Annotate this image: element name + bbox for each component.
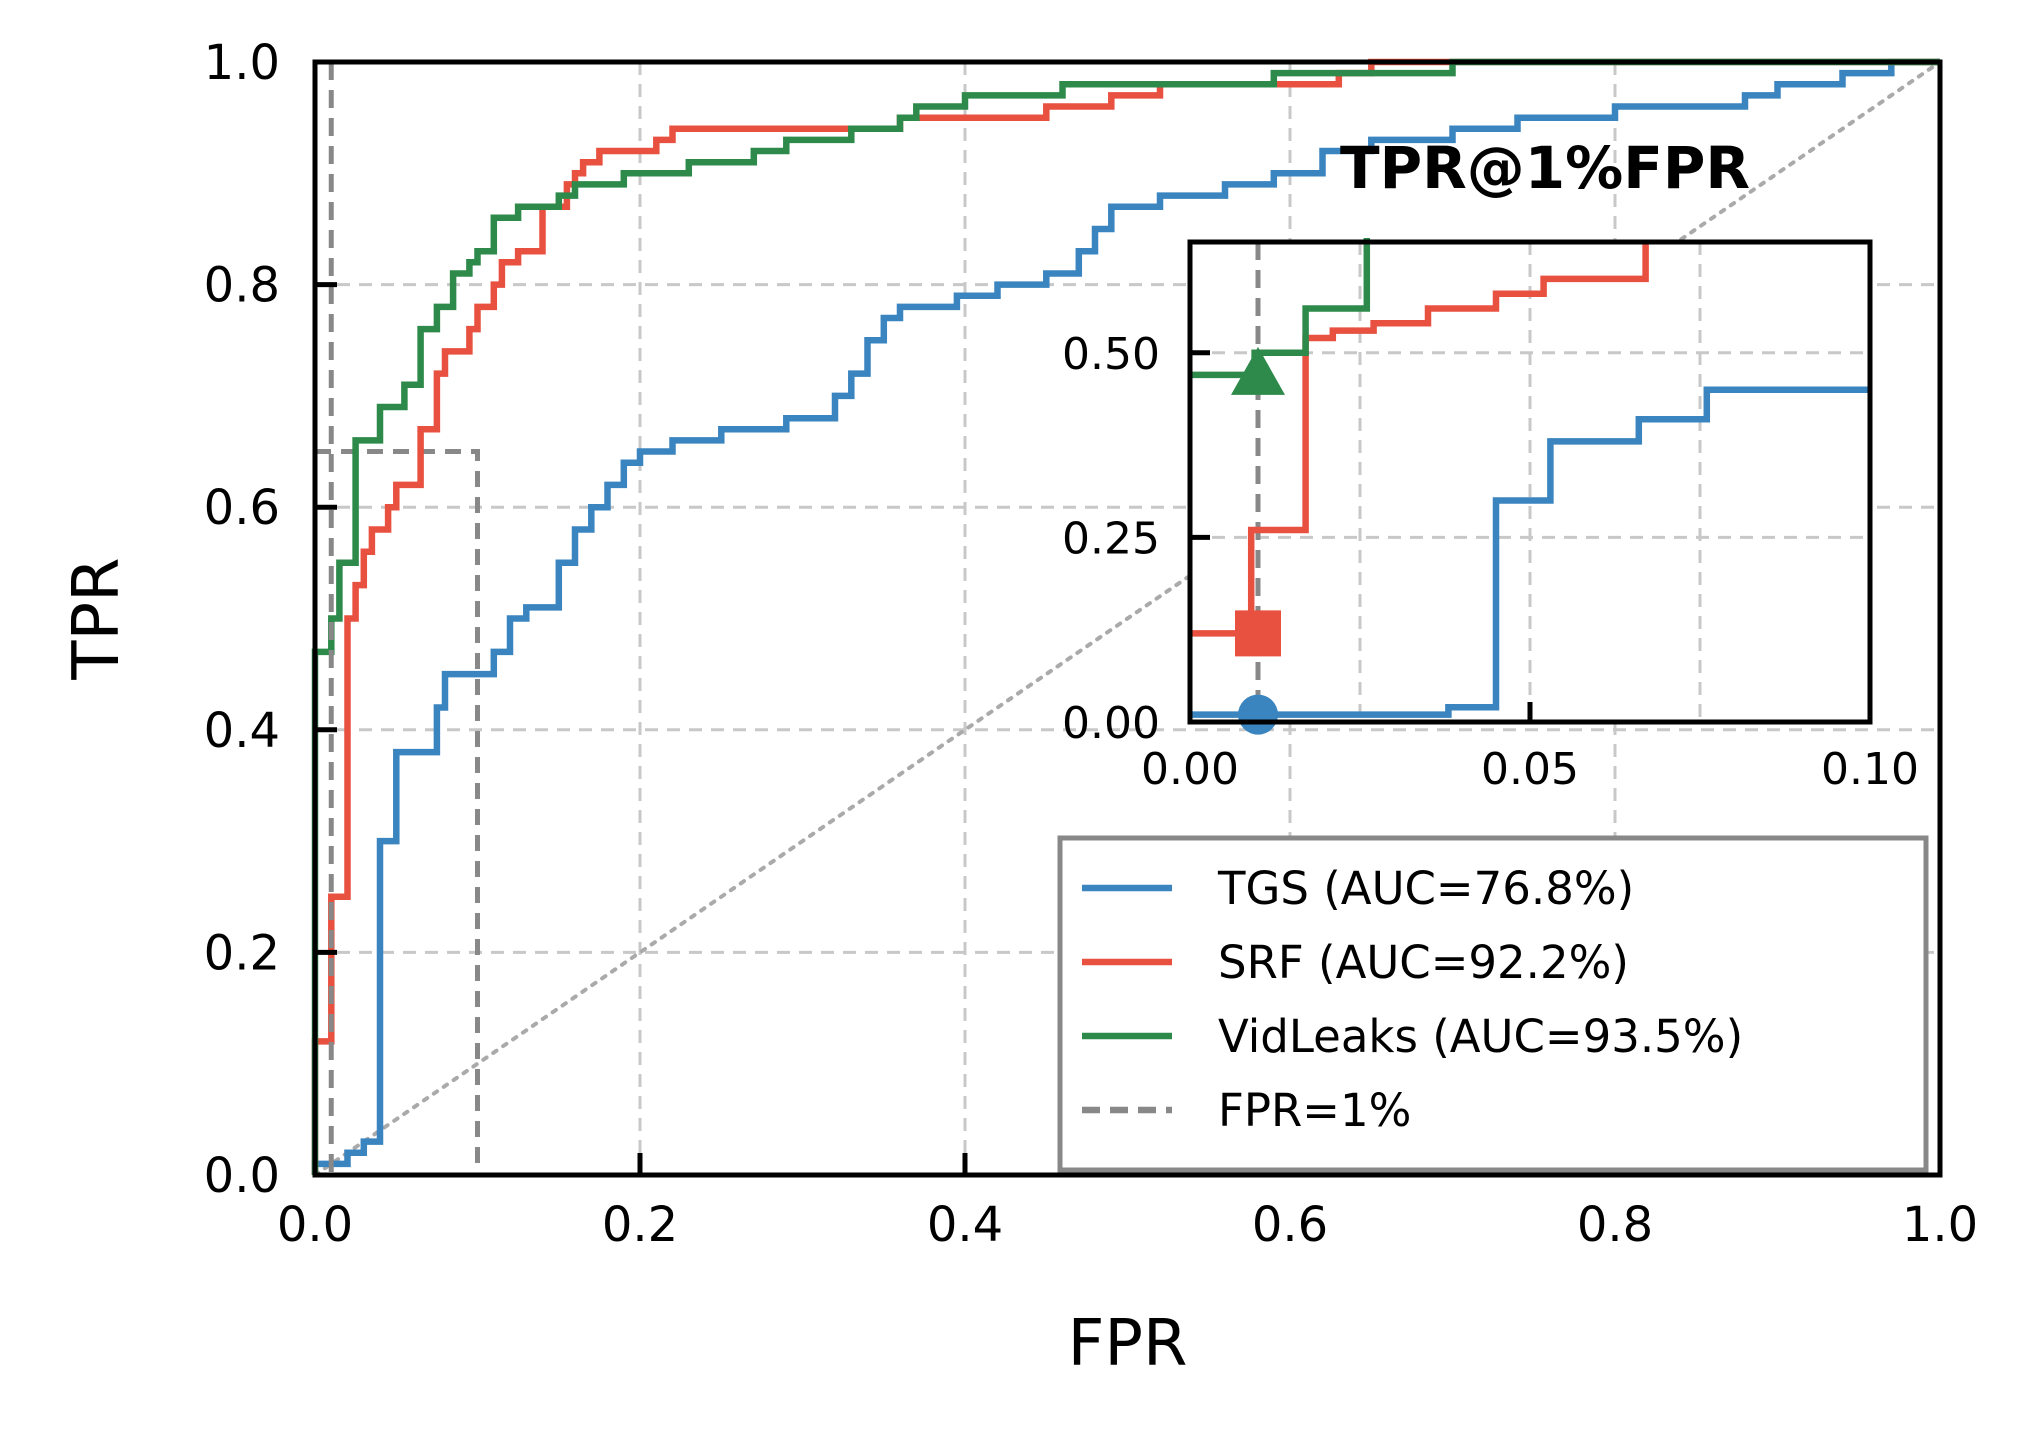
y-axis-label: TPR <box>60 557 134 680</box>
legend-label-0: TGS (AUC=76.8%) <box>1217 862 1634 915</box>
inset-series-line-tgs <box>1190 386 1870 718</box>
series-line-srf <box>311 58 1940 1175</box>
y-tick-label-3: 0.6 <box>204 480 280 536</box>
inset-markers <box>1231 346 1285 735</box>
x-tick-label-0: 0.0 <box>277 1197 353 1253</box>
marker-triangle-vidleaks <box>1231 346 1285 395</box>
marker-circle-tgs <box>1238 694 1278 735</box>
x-tick-label-3: 0.6 <box>1252 1197 1328 1253</box>
x-tick-label-5: 1.0 <box>1902 1197 1978 1253</box>
chance-diagonal-line <box>313 60 1942 1177</box>
x-tick-label-4: 0.8 <box>1577 1197 1653 1253</box>
inset-y-tick-label-0: 0.00 <box>1062 698 1160 749</box>
inset-title: TPR@1%FPR <box>1340 134 1750 202</box>
inset-x-tick-label-1: 0.05 <box>1481 744 1579 795</box>
legend-label-2: VidLeaks (AUC=93.5%) <box>1218 1010 1743 1063</box>
legend-box <box>1057 835 1929 1173</box>
marker-square-srf <box>1235 610 1281 657</box>
y-tick-label-0: 0.0 <box>204 1148 280 1204</box>
inset-axis-ticks: 0.00 0.05 0.10 0.00 0.25 0.50 <box>1062 329 1919 795</box>
x-axis-label: FPR <box>1068 1307 1188 1381</box>
series-line-tgs <box>311 58 1940 1175</box>
y-tick-label-1: 0.2 <box>204 925 280 981</box>
main-axis-ticks: 0.0 0.2 0.4 0.6 0.8 1.0 0.0 0.2 0.4 0.6 0.8 1.0 <box>204 35 1979 1253</box>
x-tick-label-2: 0.4 <box>927 1197 1003 1253</box>
main-series-group <box>311 58 1940 1175</box>
inset-series-line-srf <box>1190 242 1649 637</box>
inset-plot: 0.00 0.05 0.10 0.00 0.25 0.50 TPR@1%FPR <box>1062 134 1919 795</box>
y-tick-label-5: 1.0 <box>204 35 280 91</box>
legend-label-3: FPR=1% <box>1218 1084 1411 1137</box>
y-tick-label-4: 0.8 <box>204 258 280 314</box>
inset-y-tick-label-1: 0.25 <box>1062 513 1160 564</box>
legend: TGS (AUC=76.8%) SRF (AUC=92.2%) VidLeaks (… <box>1057 835 1929 1173</box>
inset-y-tick-label-2: 0.50 <box>1062 329 1160 380</box>
x-tick-label-1: 0.2 <box>602 1197 678 1253</box>
series-line-vidleaks <box>311 58 1940 1175</box>
y-tick-label-2: 0.4 <box>204 703 280 759</box>
main-plot-frame <box>312 59 1943 1178</box>
inset-x-tick-label-0: 0.00 <box>1141 744 1239 795</box>
inset-x-tick-label-2: 0.10 <box>1821 744 1919 795</box>
legend-label-1: SRF (AUC=92.2%) <box>1218 936 1629 989</box>
